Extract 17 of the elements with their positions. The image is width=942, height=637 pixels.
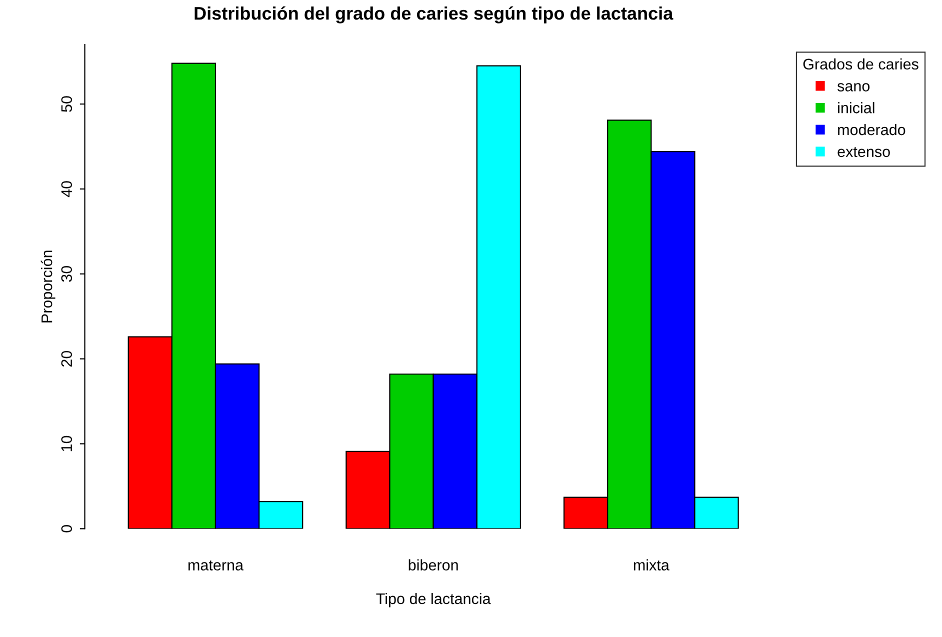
legend-label: sano — [837, 83, 870, 92]
y-tick-label: 0 — [61, 525, 72, 532]
chart-title: Distribución del grado de caries según tipo de lactancia — [194, 6, 674, 24]
legend-label: extenso — [838, 147, 890, 158]
x-tick-label: materna — [188, 560, 244, 570]
y-tick-label: 40 — [61, 181, 72, 198]
x-tick-label: mixta — [634, 559, 670, 570]
legend-label: inicial — [838, 102, 874, 114]
legend-title: Grados de caries — [803, 58, 918, 70]
x-tick-label: biberon — [408, 559, 458, 570]
y-tick-label: 20 — [61, 350, 72, 367]
y-tick-label: 30 — [61, 266, 72, 282]
legend-label: moderado — [838, 124, 906, 136]
x-axis-title: Tipo de lactancia — [376, 592, 491, 608]
y-tick-label: 10 — [61, 436, 72, 452]
y-tick-label: 50 — [61, 96, 72, 112]
y-axis-title: Proporción — [40, 250, 56, 322]
